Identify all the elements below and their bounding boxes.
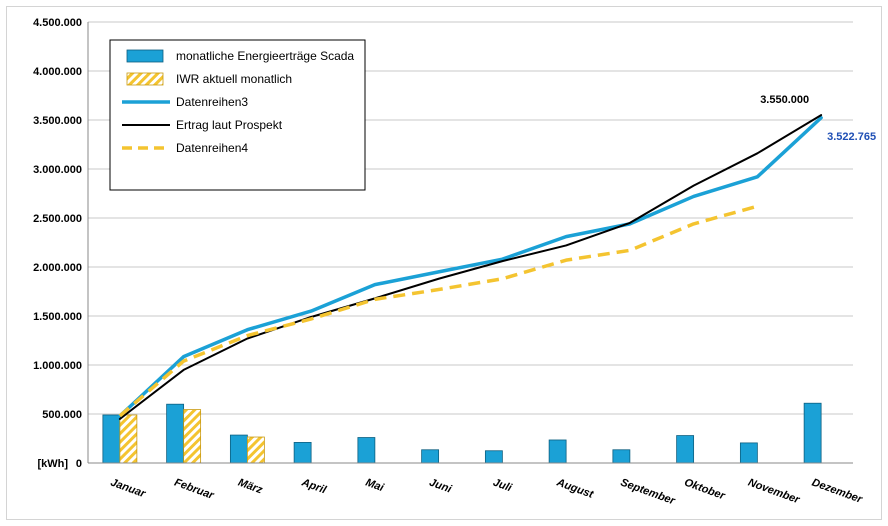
- y-tick-label: 2.500.000: [33, 213, 82, 225]
- y-tick-label: 500.000: [42, 409, 82, 421]
- bar-iwr: [183, 409, 202, 464]
- legend-swatch-bar: [126, 49, 164, 63]
- y-tick-label: 3.000.000: [33, 164, 82, 176]
- bar-scada: [229, 434, 248, 464]
- bar-scada: [612, 449, 631, 464]
- bar-scada: [739, 442, 758, 464]
- bar-scada: [484, 450, 503, 464]
- x-tick-label: Dezember: [810, 477, 864, 507]
- x-tick-label: März: [236, 477, 264, 497]
- lines: [118, 114, 823, 420]
- bar-scada: [548, 439, 567, 464]
- x-tick-label: November: [746, 477, 801, 507]
- bar-scada: [102, 414, 121, 464]
- y-tick-label: 3.500.000: [33, 115, 82, 127]
- y-tick-label: 1.500.000: [33, 311, 82, 323]
- x-tick-label: Mai: [364, 477, 386, 495]
- x-axis: Januar Februar März April Mai Juni Juli August S…: [88, 462, 864, 508]
- legend-label: Datenreihen3: [176, 95, 248, 109]
- x-tick-label: Juli: [491, 477, 514, 495]
- y-tick-label: 4.000.000: [33, 66, 82, 78]
- y-tick-label: 0: [76, 458, 82, 470]
- bar-scada: [293, 442, 312, 464]
- x-tick-label: Januar: [109, 477, 148, 501]
- line-ertrag-laut-prospekt: [118, 114, 823, 420]
- legend-label: Datenreihen4: [176, 141, 248, 155]
- bar-scada: [166, 403, 185, 464]
- line-datenreihen4: [118, 204, 758, 418]
- x-tick-label: Juni: [428, 477, 454, 496]
- legend-label: IWR aktuell monatlich: [176, 72, 292, 86]
- legend-label: monatliche Energieerträge Scada: [176, 49, 354, 63]
- legend-label: Ertrag laut Prospekt: [176, 118, 283, 132]
- y-tick-label: 4.500.000: [33, 17, 82, 29]
- bar-scada: [803, 402, 822, 464]
- bar-scada: [676, 435, 695, 464]
- x-tick-label: August: [554, 476, 596, 501]
- legend-box: [109, 39, 366, 191]
- legend: monatliche Energieerträge Scada IWR aktue…: [109, 39, 366, 191]
- x-tick-label: April: [299, 476, 328, 497]
- x-tick-label: Februar: [173, 477, 216, 503]
- x-tick-label: Oktober: [683, 477, 727, 503]
- data-label: 3.522.765: [827, 131, 876, 143]
- y-tick-label: 1.000.000: [33, 360, 82, 372]
- x-tick-label: September: [619, 477, 677, 508]
- bar-iwr: [246, 436, 265, 464]
- bars: [102, 402, 822, 464]
- bar-scada: [357, 437, 376, 464]
- y-axis-ticks: 0 500.000 1.000.000 1.500.000 2.000.000 2.500…: [33, 17, 82, 470]
- bar-scada: [421, 449, 440, 464]
- bar-iwr: [119, 414, 138, 464]
- data-label: 3.550.000: [760, 94, 809, 106]
- line-datenreihen3: [118, 116, 823, 418]
- y-tick-label: 2.000.000: [33, 262, 82, 274]
- y-axis-label: [kWh]: [37, 458, 68, 470]
- annotations: 3.550.000 3.522.765: [760, 94, 876, 143]
- legend-swatch-hatch: [126, 72, 164, 86]
